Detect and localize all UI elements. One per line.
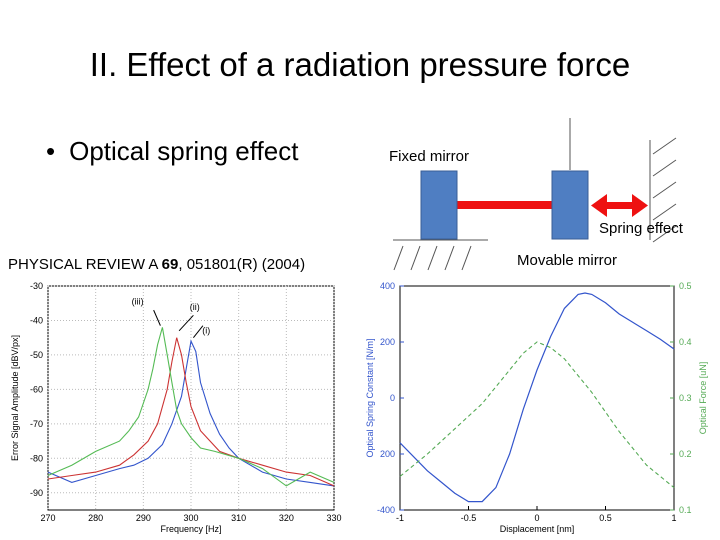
series-line-spring-constant bbox=[399, 292, 675, 503]
bullet-text: Optical spring effect bbox=[69, 136, 299, 166]
y2-tick-label: 0.5 bbox=[679, 281, 692, 291]
y-tick-label: -80 bbox=[30, 453, 43, 463]
movable-mirror-label: Movable mirror bbox=[517, 252, 618, 269]
annotation-label: (iii) bbox=[132, 296, 144, 306]
annotation-label: (i) bbox=[202, 325, 210, 335]
x-tick-label: 290 bbox=[136, 513, 151, 523]
x-axis-label: Displacement [nm] bbox=[500, 524, 575, 534]
x-tick-label: 320 bbox=[279, 513, 294, 523]
spring-effect-arrow bbox=[591, 194, 648, 217]
fixed-mirror bbox=[420, 170, 458, 240]
y2-tick-label: 0.2 bbox=[679, 449, 692, 459]
citation-volume: 69 bbox=[161, 256, 179, 273]
x-tick-label: -0.5 bbox=[461, 513, 477, 523]
y-tick-label: -400 bbox=[377, 505, 395, 515]
x-axis-label: Frequency [Hz] bbox=[160, 524, 221, 534]
x-tick-label: 310 bbox=[231, 513, 246, 523]
ground-hatch bbox=[393, 245, 472, 271]
y2-tick-label: 0.4 bbox=[679, 337, 692, 347]
fixed-mirror-label: Fixed mirror bbox=[389, 148, 470, 165]
citation: PHYSICAL REVIEW A 69, 051801(R) (2004) bbox=[8, 256, 305, 273]
series-line-i bbox=[47, 339, 335, 487]
plot-frame bbox=[399, 285, 675, 511]
movable-mirror bbox=[551, 170, 589, 240]
x-tick-label: 270 bbox=[40, 513, 55, 523]
y2-axis-label: Optical Force [uN] bbox=[698, 362, 708, 435]
y-tick-label: -40 bbox=[30, 315, 43, 325]
laser-beam bbox=[457, 201, 552, 209]
series-line-optical-force bbox=[399, 341, 675, 489]
wall-hatch bbox=[652, 137, 677, 243]
x-tick-label: 330 bbox=[326, 513, 341, 523]
y-tick-label: 0 bbox=[390, 393, 395, 403]
y-tick-label: -60 bbox=[30, 384, 43, 394]
series-line-ii bbox=[47, 337, 335, 487]
y-axis-label: Optical Spring Constant [N/m] bbox=[365, 338, 375, 457]
series-line-iii bbox=[47, 327, 335, 487]
annotation-arrow bbox=[178, 314, 194, 332]
spring-effect-label: Spring effect bbox=[599, 220, 683, 237]
y-axis-label: Error Signal Amplitude [dBV/px] bbox=[10, 335, 20, 461]
y2-tick-label: 0.3 bbox=[679, 393, 692, 403]
x-tick-label: 280 bbox=[88, 513, 103, 523]
frequency-spectrum-chart: 270 280 290 300 310 320 330 -30 -40 -50 -60 -70 -80 -… bbox=[10, 281, 342, 534]
y-tick-label: 200 bbox=[380, 337, 395, 347]
y-tick-label: -50 bbox=[30, 350, 43, 360]
x-tick-label: 1 bbox=[671, 513, 676, 523]
citation-rest: , 051801(R) (2004) bbox=[178, 256, 306, 273]
bullet-item: • Optical spring effect bbox=[46, 136, 298, 167]
annotation-arrow bbox=[153, 309, 161, 326]
y-tick-label: -30 bbox=[30, 281, 43, 291]
y-tick-label: 200 bbox=[380, 449, 395, 459]
bullet-marker: • bbox=[46, 136, 56, 166]
x-tick-label: -1 bbox=[396, 513, 404, 523]
annotation-label: (ii) bbox=[190, 302, 200, 312]
citation-journal: PHYSICAL REVIEW A bbox=[8, 256, 162, 273]
optical-spring-chart: -1 -0.5 0 0.5 1 400 200 0 200 -400 0.5 0.4 0.3 0.2 0.1… bbox=[365, 281, 708, 534]
x-tick-label: 300 bbox=[183, 513, 198, 523]
x-tick-label: 0.5 bbox=[599, 513, 612, 523]
y2-tick-label: 0.1 bbox=[679, 505, 692, 515]
y-tick-label: -70 bbox=[30, 419, 43, 429]
annotation-arrow bbox=[192, 325, 204, 339]
slide-title: II. Effect of a radiation pressure force bbox=[89, 46, 631, 83]
mirror-diagram bbox=[393, 118, 677, 271]
x-tick-label: 0 bbox=[534, 513, 539, 523]
y-tick-label: 400 bbox=[380, 281, 395, 291]
y-tick-label: -90 bbox=[30, 488, 43, 498]
